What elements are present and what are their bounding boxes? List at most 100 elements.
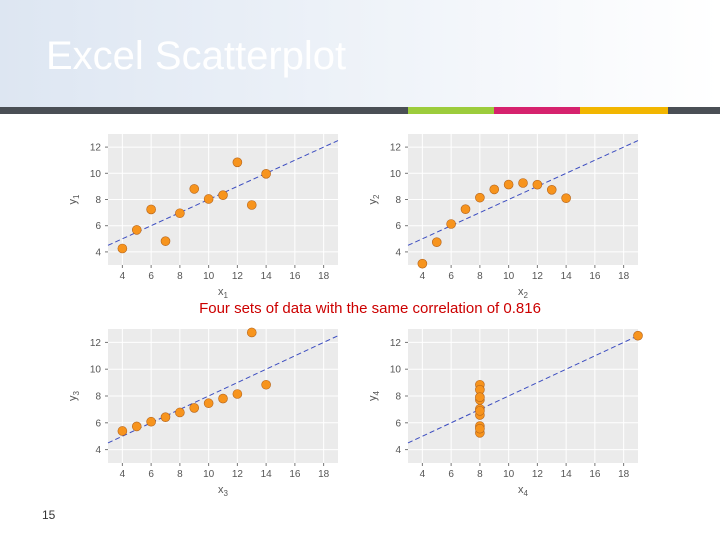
- y-tick-label: 6: [395, 418, 401, 429]
- data-point: [261, 169, 271, 179]
- x-tick-label: 10: [503, 271, 515, 282]
- data-point: [131, 225, 142, 235]
- data-point: [417, 258, 428, 269]
- x-tick-label: 16: [289, 271, 301, 282]
- x-tick-label: 8: [177, 271, 183, 282]
- accent-bar-green: [408, 107, 494, 114]
- data-point: [246, 327, 257, 338]
- x-tick-label: 8: [177, 469, 183, 480]
- x-axis-label: x4: [518, 484, 529, 498]
- y-tick-label: 12: [90, 338, 102, 349]
- data-point: [131, 421, 142, 432]
- x-axis-label: x1: [218, 286, 229, 300]
- x-tick-label: 6: [448, 469, 454, 480]
- x-tick-label: 14: [261, 469, 273, 480]
- x-tick-label: 14: [261, 271, 273, 282]
- x-tick-label: 10: [203, 271, 215, 282]
- x-tick-label: 4: [120, 271, 126, 282]
- data-point: [175, 407, 185, 418]
- x-tick-label: 12: [532, 469, 544, 480]
- y-tick-label: 4: [95, 247, 101, 258]
- data-point: [446, 219, 456, 229]
- data-point: [546, 185, 557, 195]
- data-point: [160, 412, 171, 422]
- y-axis-label: y1: [67, 194, 81, 205]
- x-tick-label: 12: [232, 469, 244, 480]
- x-tick-label: 14: [561, 469, 573, 480]
- data-point: [218, 393, 228, 404]
- regression-line: [107, 335, 339, 444]
- y-tick-label: 12: [390, 143, 402, 154]
- data-point: [532, 179, 543, 190]
- y-tick-label: 4: [95, 445, 101, 456]
- y-axis-label: y3: [67, 390, 81, 401]
- data-point: [117, 426, 128, 436]
- data-point: [561, 193, 571, 203]
- x-tick-label: 4: [120, 469, 126, 480]
- x-tick-label: 16: [289, 469, 301, 480]
- data-point: [503, 179, 514, 190]
- x-tick-label: 12: [532, 271, 544, 282]
- data-point: [431, 237, 442, 248]
- data-point: [460, 204, 471, 214]
- data-point: [475, 192, 485, 203]
- x-tick-label: 18: [618, 271, 630, 282]
- x-tick-label: 14: [561, 271, 573, 282]
- x-tick-label: 6: [448, 271, 454, 282]
- regression-line: [407, 335, 639, 444]
- data-point: [246, 200, 257, 210]
- y-tick-label: 12: [390, 338, 402, 349]
- data-point: [261, 379, 271, 390]
- y-tick-label: 8: [395, 392, 401, 403]
- data-point: [189, 403, 200, 413]
- data-point: [218, 190, 228, 200]
- data-point: [160, 236, 171, 246]
- data-point: [489, 184, 500, 195]
- y-tick-label: 6: [95, 418, 101, 429]
- accent-bar-dark-right: [668, 107, 720, 114]
- data-point: [175, 208, 185, 219]
- data-point: [475, 406, 485, 416]
- accent-bar-yellow: [580, 107, 668, 114]
- x-tick-label: 18: [318, 469, 330, 480]
- y-tick-label: 4: [395, 445, 401, 456]
- x-tick-label: 6: [148, 469, 154, 480]
- y-tick-label: 10: [390, 169, 402, 180]
- page-number: 15: [42, 508, 56, 522]
- accent-bar-magenta: [494, 107, 580, 114]
- x-tick-label: 12: [232, 271, 244, 282]
- data-point: [475, 392, 485, 403]
- x-tick-label: 4: [420, 469, 426, 480]
- x-tick-label: 6: [148, 271, 154, 282]
- y-tick-label: 8: [395, 195, 401, 206]
- data-point: [232, 389, 243, 399]
- y-tick-label: 10: [390, 365, 402, 376]
- x-axis-label: x3: [218, 484, 229, 498]
- regression-line: [407, 140, 639, 246]
- y-tick-label: 8: [95, 392, 101, 403]
- regression-line: [107, 140, 339, 246]
- data-point: [117, 243, 128, 254]
- y-tick-label: 8: [95, 195, 101, 206]
- slide-title: Excel Scatterplot: [46, 34, 347, 78]
- x-tick-label: 10: [203, 469, 215, 480]
- data-point: [146, 204, 156, 215]
- x-tick-label: 18: [318, 271, 330, 282]
- data-point: [189, 184, 200, 194]
- y-tick-label: 10: [90, 365, 102, 376]
- data-point: [203, 194, 214, 204]
- x-axis-label: x2: [518, 286, 529, 300]
- y-axis-label: y4: [367, 390, 381, 401]
- x-tick-label: 16: [589, 469, 601, 480]
- y-tick-label: 6: [395, 221, 401, 232]
- y-tick-label: 6: [95, 221, 101, 232]
- y-tick-label: 10: [90, 169, 102, 180]
- data-point: [518, 178, 528, 188]
- figure-caption: Four sets of data with the same correlat…: [199, 300, 541, 317]
- y-axis-label: y2: [367, 194, 381, 205]
